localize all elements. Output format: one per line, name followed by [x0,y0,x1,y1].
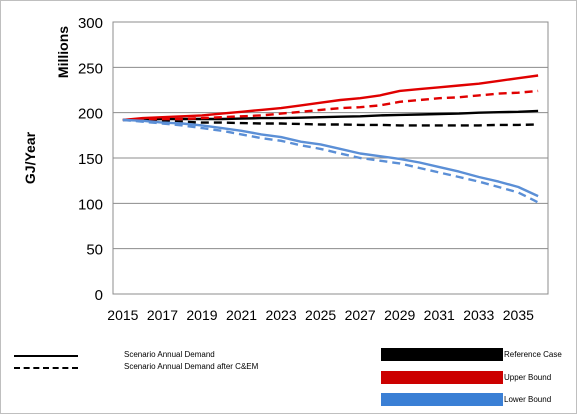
y-tick-label-100: 100 [78,196,103,213]
y-tick-label-0: 0 [95,287,103,304]
series-line-upper-bound-demand [122,74,539,122]
legend-swatch-upper-bound [381,371,503,384]
x-tick-label-2025: 2025 [305,307,336,323]
legend-dashed-line-sample [14,367,78,369]
x-tick-label-2023: 2023 [265,307,296,323]
legend-label-reference-case: Reference Case [504,350,562,359]
x-tick-label-2017: 2017 [147,307,178,323]
legend-swatch-reference-case [381,348,503,361]
x-tick-label-2029: 2029 [384,307,415,323]
series-line-upper-bound-after-cem [122,89,539,122]
legend-label-upper-bound: Upper Bound [504,373,552,382]
y-tick-label-300: 300 [78,15,103,32]
legend-solid-line-sample [14,355,78,357]
x-tick-label-2015: 2015 [107,307,138,323]
legend-solid-line-label: Scenario Annual Demand [124,350,215,359]
y-tick-label-150: 150 [78,151,103,168]
x-tick-label-2031: 2031 [424,307,455,323]
legend-label-lower-bound: Lower Bound [504,395,552,404]
y-tick-label-50: 50 [86,242,103,259]
series-line-reference-case-after-cem [122,118,539,127]
y-axis-unit: Millions [55,26,71,78]
x-tick-label-2019: 2019 [186,307,217,323]
series-line-lower-bound-after-cem [122,118,539,204]
legend-swatch-lower-bound [381,393,503,406]
y-tick-label-200: 200 [78,106,103,123]
legend-dashed-line-label: Scenario Annual Demand after C&EM [124,362,259,371]
x-tick-label-2027: 2027 [345,307,376,323]
x-tick-label-2021: 2021 [226,307,257,323]
series-line-lower-bound-demand [122,118,539,198]
x-tick-label-2035: 2035 [503,307,534,323]
y-axis-title: GJ/Year [22,131,38,184]
y-tick-label-250: 250 [78,60,103,77]
x-tick-label-2033: 2033 [463,307,494,323]
